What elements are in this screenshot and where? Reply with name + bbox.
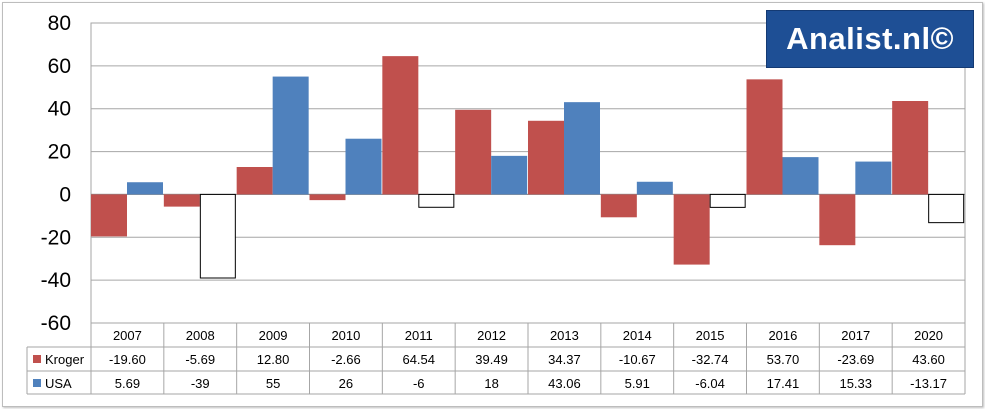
bar-kroger-2016 [746, 79, 783, 195]
x-tick-label: 2014 [623, 328, 652, 343]
bar-kroger-2011 [382, 56, 419, 195]
data-label: -23.69 [837, 352, 874, 367]
bar-usa-2015 [709, 193, 746, 208]
bar-usa-2016 [782, 157, 819, 195]
x-tick-label: 2011 [405, 328, 433, 343]
bar-usa-2008 [199, 193, 236, 279]
bar-kroger-2012 [455, 109, 492, 195]
bar-usa-2009 [272, 76, 309, 195]
bar-usa-2012 [491, 155, 528, 195]
x-tick-label: 2010 [331, 328, 360, 343]
data-label: -2.66 [331, 352, 361, 367]
x-tick-label: 2013 [550, 328, 579, 343]
bar-kroger-2009 [236, 167, 273, 195]
data-label: -6 [413, 376, 425, 391]
bar-kroger-2015 [673, 194, 710, 265]
bar-kroger-2014 [600, 194, 637, 218]
y-tick-label: 40 [48, 98, 71, 121]
bar-usa-2020 [928, 193, 965, 224]
data-label: -19.60 [109, 352, 146, 367]
y-tick-label: -60 [41, 312, 71, 335]
x-tick-label: 2012 [477, 328, 506, 343]
legend-key-usa [33, 379, 41, 387]
bar-kroger-2013 [528, 120, 564, 195]
bar-kroger-2008 [163, 194, 200, 207]
data-label: 39.49 [475, 352, 508, 367]
bar-kroger-2020 [892, 101, 929, 195]
data-label: 43.60 [912, 352, 945, 367]
bar-kroger-2017 [819, 194, 856, 246]
x-tick-label: 2016 [768, 328, 797, 343]
watermark-logo: Analist.nl© [766, 10, 974, 68]
legend-key-kroger [33, 355, 41, 363]
data-label: 26 [339, 376, 353, 391]
y-tick-label: 80 [48, 12, 71, 35]
x-tick-label: 2020 [914, 328, 943, 343]
data-label: -13.17 [910, 376, 947, 391]
bar-usa-2010 [345, 138, 382, 195]
bar-kroger-2010 [309, 194, 346, 201]
data-label: 18 [484, 376, 498, 391]
x-tick-label: 2009 [259, 328, 288, 343]
y-tick-label: 20 [48, 141, 71, 164]
data-label: 12.80 [257, 352, 290, 367]
bar-usa-2013 [564, 102, 600, 195]
data-label: 17.41 [767, 376, 800, 391]
bar-usa-2007 [127, 182, 163, 195]
data-label: 34.37 [548, 352, 581, 367]
x-tick-label: 2008 [186, 328, 215, 343]
data-label: -5.69 [185, 352, 215, 367]
data-label: -39 [191, 376, 210, 391]
data-label: 53.70 [767, 352, 800, 367]
data-label: -32.74 [692, 352, 729, 367]
bar-usa-2014 [636, 181, 673, 195]
y-tick-label: 0 [59, 183, 71, 206]
data-label: 15.33 [839, 376, 872, 391]
data-label: 5.91 [625, 376, 650, 391]
data-label: 43.06 [548, 376, 581, 391]
x-tick-label: 2007 [113, 328, 142, 343]
legend-label: USA [45, 376, 72, 391]
y-tick-label: -40 [41, 269, 71, 292]
bar-layer [91, 56, 965, 279]
data-label: 5.69 [115, 376, 140, 391]
bar-usa-2011 [418, 193, 455, 208]
axis-layer: 80 60 40 20 0 -20 -40 -60 [41, 12, 71, 335]
bar-kroger-2007 [91, 194, 127, 237]
x-tick-label: 2017 [841, 328, 870, 343]
data-label: 55 [266, 376, 280, 391]
data-label: 64.54 [402, 352, 435, 367]
y-tick-label: -20 [41, 226, 71, 249]
legend-label: Kroger [45, 352, 85, 367]
x-tick-label: 2015 [696, 328, 725, 343]
y-tick-label: 60 [48, 55, 71, 78]
bar-usa-2017 [855, 161, 892, 195]
data-label: -6.04 [695, 376, 725, 391]
data-label: -10.67 [619, 352, 656, 367]
data-table: 2007 2008 2009 2010 2011 2012 2013 2014 2015 2016… [26, 322, 966, 395]
